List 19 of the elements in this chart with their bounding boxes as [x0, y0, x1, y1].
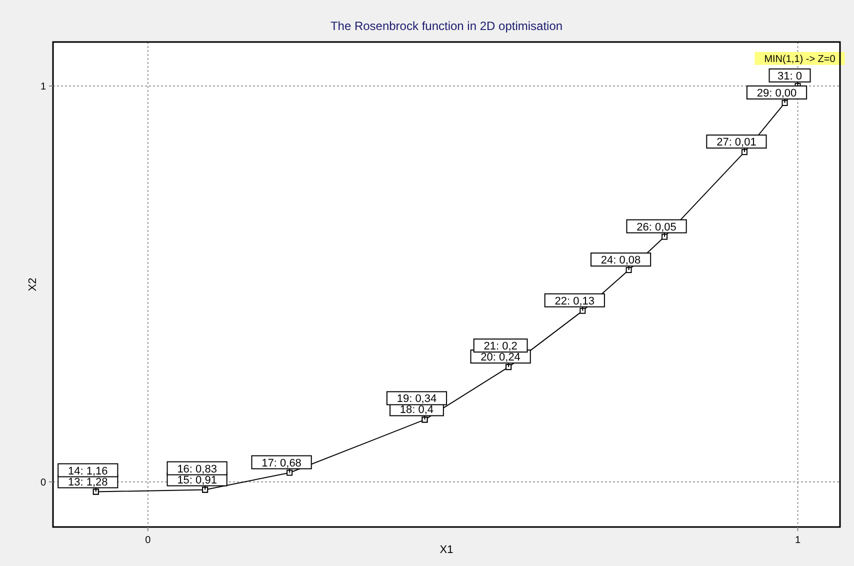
data-label: 14: 1,16 — [68, 465, 108, 478]
data-label: 31: 0 — [778, 70, 802, 82]
data-label: 29: 0,00 — [756, 87, 797, 100]
data-label: 17: 0,68 — [262, 457, 302, 470]
x-axis-title: X1 — [440, 544, 454, 556]
data-label: 16: 0,83 — [177, 463, 217, 476]
data-label: 22: 0,13 — [554, 295, 595, 308]
data-label: 15: 0,91 — [177, 474, 217, 486]
data-label: 26: 0,05 — [636, 221, 676, 234]
data-label: 21: 0,2 — [484, 340, 518, 353]
y-axis-title: X2 — [27, 278, 39, 292]
annotation: MIN(1,1) -> Z=0 — [764, 54, 836, 65]
chart-title: The Rosenbrock function in 2D optimisation — [330, 19, 563, 33]
data-label: 24: 0,08 — [600, 254, 641, 267]
data-label: 18: 0,4 — [400, 404, 434, 416]
data-label: 20: 0,24 — [480, 352, 520, 364]
data-label: 27: 0,01 — [716, 136, 756, 149]
data-label: 13: 1,28 — [68, 476, 108, 488]
data-label: 19: 0,34 — [396, 393, 437, 406]
